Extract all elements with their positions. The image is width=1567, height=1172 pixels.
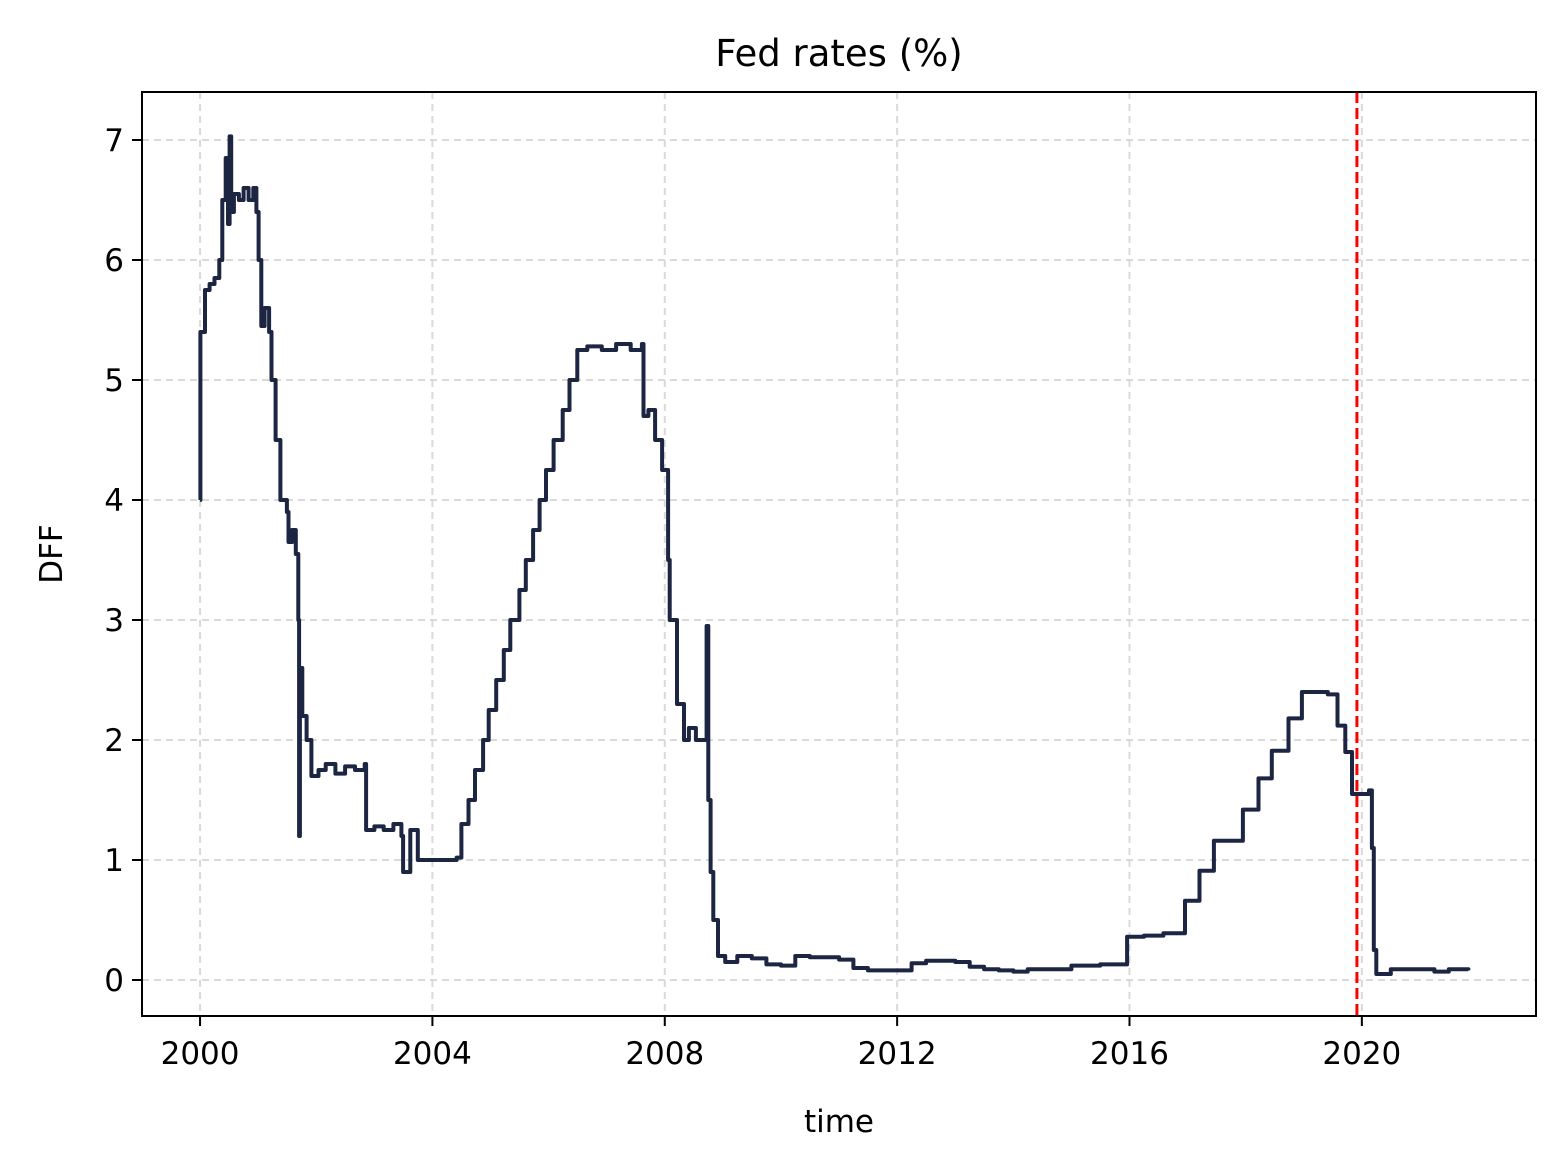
x-axis-label: time xyxy=(804,1104,874,1140)
dff-line xyxy=(198,134,1471,976)
x-tick-label: 2020 xyxy=(1322,1036,1401,1072)
y-tick-label: 5 xyxy=(104,363,124,399)
y-tick-label: 4 xyxy=(104,483,124,519)
y-tick-label: 2 xyxy=(104,723,124,759)
chart-title: Fed rates (%) xyxy=(715,32,963,75)
y-axis-ticks: 0 1 2 3 4 5 6 7 xyxy=(104,123,142,999)
x-tick-label: 2016 xyxy=(1090,1036,1169,1072)
y-tick-label: 0 xyxy=(104,963,124,999)
x-tick-label: 2004 xyxy=(393,1036,472,1072)
x-tick-label: 2000 xyxy=(161,1036,240,1072)
x-tick-label: 2008 xyxy=(625,1036,704,1072)
y-tick-label: 1 xyxy=(104,843,124,879)
plot-frame xyxy=(141,91,1537,1017)
x-axis-ticks: 2000 2004 2008 2012 2016 2020 xyxy=(161,1016,1401,1072)
x-tick-label: 2012 xyxy=(858,1036,937,1072)
y-tick-label: 3 xyxy=(104,603,124,639)
y-tick-label: 6 xyxy=(104,243,124,279)
y-tick-label: 7 xyxy=(104,123,124,159)
y-axis-label: DFF xyxy=(34,524,70,584)
series-layer xyxy=(198,134,1471,976)
